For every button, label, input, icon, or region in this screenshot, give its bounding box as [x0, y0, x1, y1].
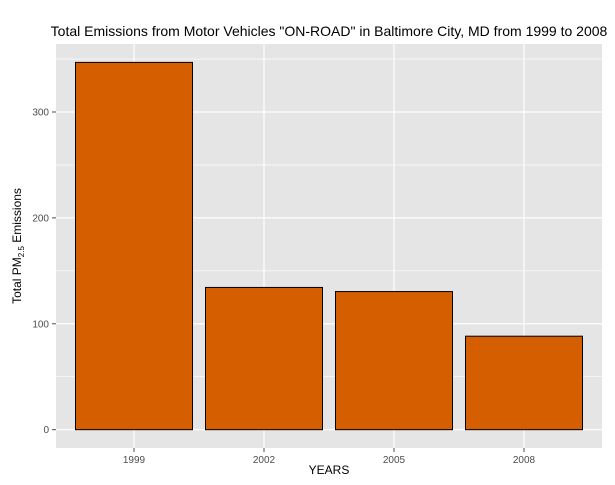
bar-2002 — [205, 286, 323, 431]
y-tick-label: 100 — [32, 319, 49, 330]
x-tick-label: 1999 — [123, 455, 146, 466]
y-tick-label: 300 — [32, 107, 49, 118]
bar-2008 — [465, 335, 583, 431]
y-axis-title-prefix: Total PM — [10, 257, 24, 304]
x-axis-ticks: 1999 2002 2005 2008 — [123, 448, 536, 466]
bar-1999 — [75, 61, 193, 431]
y-axis-title-subscript: 2.5 — [17, 246, 26, 258]
chart-title: Total Emissions from Motor Vehicles "ON-… — [51, 23, 608, 39]
y-tick-label: 200 — [32, 213, 49, 224]
x-tick-label: 2008 — [513, 455, 536, 466]
x-axis-title: YEARS — [309, 463, 350, 477]
x-tick-label: 2005 — [383, 455, 406, 466]
y-axis-title-suffix: Emissions — [10, 188, 24, 246]
y-axis-title: Total PM2.5 Emissions — [10, 188, 26, 304]
bars — [75, 61, 583, 431]
y-axis-ticks: 0 100 200 300 — [32, 107, 56, 436]
y-tick-label: 0 — [43, 425, 49, 436]
x-tick-label: 2002 — [253, 455, 276, 466]
bar-2005 — [335, 291, 453, 431]
